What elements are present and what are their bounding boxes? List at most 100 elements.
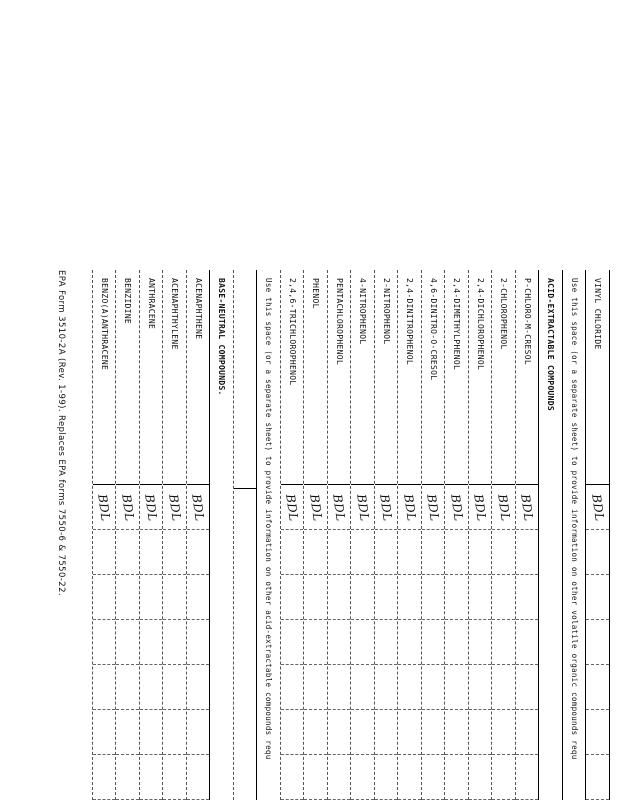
value-cell[interactable] — [422, 530, 445, 576]
value-cell[interactable] — [140, 710, 163, 756]
value-cell[interactable]: BDL — [422, 485, 445, 531]
value-cell[interactable] — [93, 755, 116, 800]
value-cell[interactable] — [281, 755, 304, 800]
value-cell[interactable]: BDL — [375, 485, 398, 531]
value-cell[interactable] — [328, 710, 351, 756]
value-cell[interactable]: BDL — [516, 485, 539, 531]
value-cell[interactable] — [187, 665, 210, 711]
value-cell[interactable] — [469, 620, 492, 666]
value-cell[interactable] — [281, 575, 304, 621]
value-cell[interactable] — [163, 530, 186, 576]
value-cell[interactable] — [116, 665, 139, 711]
value-cell[interactable] — [516, 665, 539, 711]
value-cell[interactable] — [586, 620, 609, 666]
value-cell[interactable] — [398, 620, 421, 666]
value-cell[interactable] — [187, 620, 210, 666]
value-cell[interactable] — [163, 710, 186, 756]
value-cell[interactable] — [187, 755, 210, 800]
value-cell[interactable]: BDL — [140, 485, 163, 531]
value-cell[interactable] — [351, 665, 374, 711]
value-cell[interactable] — [93, 710, 116, 756]
value-cell[interactable] — [398, 665, 421, 711]
value-cell[interactable] — [351, 530, 374, 576]
value-cell[interactable]: BDL — [281, 485, 304, 531]
value-cell[interactable] — [586, 575, 609, 621]
value-cell[interactable] — [163, 620, 186, 666]
value-cell[interactable]: BDL — [445, 485, 468, 531]
value-cell[interactable] — [445, 710, 468, 756]
value-cell[interactable] — [281, 620, 304, 666]
value-cell[interactable] — [328, 530, 351, 576]
value-cell[interactable] — [445, 620, 468, 666]
value-cell[interactable] — [304, 755, 327, 800]
value-cell[interactable] — [375, 665, 398, 711]
value-cell[interactable] — [492, 530, 515, 576]
value-cell[interactable] — [93, 530, 116, 576]
value-cell[interactable] — [375, 755, 398, 800]
value-cell[interactable]: BDL — [304, 485, 327, 531]
value-cell[interactable] — [398, 710, 421, 756]
value-cell[interactable] — [375, 575, 398, 621]
value-cell[interactable] — [492, 755, 515, 800]
value-cell[interactable]: BDL — [492, 485, 515, 531]
value-cell[interactable] — [375, 530, 398, 576]
value-cell[interactable] — [492, 710, 515, 756]
value-cell[interactable] — [304, 530, 327, 576]
value-cell[interactable] — [422, 755, 445, 800]
value-cell[interactable] — [281, 665, 304, 711]
value-cell[interactable] — [116, 530, 139, 576]
value-cell[interactable] — [163, 755, 186, 800]
value-cell[interactable] — [492, 665, 515, 711]
value-cell[interactable] — [586, 710, 609, 756]
value-cell[interactable]: BDL — [586, 485, 609, 531]
value-cell[interactable] — [375, 710, 398, 756]
value-cell[interactable] — [93, 665, 116, 711]
value-cell[interactable]: BDL — [328, 485, 351, 531]
value-cell[interactable] — [93, 575, 116, 621]
value-cell[interactable] — [116, 755, 139, 800]
value-cell[interactable]: BDL — [163, 485, 186, 531]
value-cell[interactable] — [328, 755, 351, 800]
value-cell[interactable] — [163, 665, 186, 711]
value-cell[interactable] — [586, 665, 609, 711]
value-cell[interactable] — [304, 665, 327, 711]
value-cell[interactable] — [304, 620, 327, 666]
value-cell[interactable] — [445, 530, 468, 576]
value-cell[interactable] — [445, 665, 468, 711]
value-cell[interactable]: BDL — [351, 485, 374, 531]
value-cell[interactable] — [328, 575, 351, 621]
value-cell[interactable] — [516, 755, 539, 800]
value-cell[interactable] — [492, 620, 515, 666]
value-cell[interactable] — [140, 755, 163, 800]
value-cell[interactable] — [140, 575, 163, 621]
value-cell[interactable] — [516, 530, 539, 576]
value-cell[interactable] — [398, 530, 421, 576]
value-cell[interactable] — [281, 530, 304, 576]
value-cell[interactable] — [422, 710, 445, 756]
value-cell[interactable]: BDL — [93, 485, 116, 531]
value-cell[interactable]: BDL — [116, 485, 139, 531]
value-cell[interactable] — [445, 755, 468, 800]
value-cell[interactable]: BDL — [187, 485, 210, 531]
value-cell[interactable] — [140, 665, 163, 711]
value-cell[interactable] — [516, 575, 539, 621]
value-cell[interactable] — [398, 575, 421, 621]
value-cell[interactable] — [351, 575, 374, 621]
value-cell[interactable] — [116, 620, 139, 666]
value-cell[interactable] — [328, 665, 351, 711]
value-cell[interactable] — [163, 575, 186, 621]
value-cell[interactable] — [469, 530, 492, 576]
value-cell[interactable] — [516, 620, 539, 666]
value-cell[interactable]: BDL — [469, 485, 492, 531]
value-cell[interactable] — [304, 710, 327, 756]
value-cell[interactable] — [469, 710, 492, 756]
value-cell[interactable] — [469, 665, 492, 711]
value-cell[interactable] — [351, 710, 374, 756]
value-cell[interactable] — [422, 575, 445, 621]
value-cell[interactable] — [281, 710, 304, 756]
value-cell[interactable] — [187, 710, 210, 756]
value-cell[interactable] — [304, 575, 327, 621]
value-cell[interactable] — [328, 620, 351, 666]
value-cell[interactable] — [586, 755, 609, 800]
value-cell[interactable] — [586, 530, 609, 576]
